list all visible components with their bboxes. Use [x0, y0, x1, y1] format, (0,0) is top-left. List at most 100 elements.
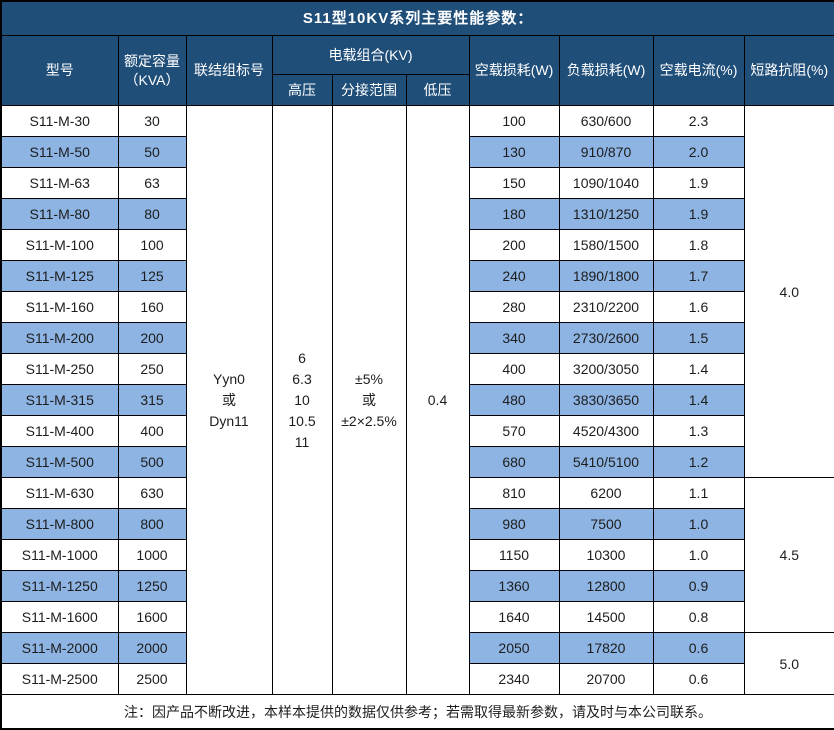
- tap-range-cell: ±5% 或 ±2×2.5%: [331, 105, 407, 695]
- load-loss-cell: 1580/1500: [558, 229, 654, 261]
- no-load-current-cell: 1.1: [652, 477, 745, 509]
- capacity-cell: 200: [117, 322, 187, 354]
- model-cell: S11-M-125: [0, 260, 119, 292]
- no-load-loss-cell: 100: [468, 105, 560, 137]
- table-row: S11-M-63 63 150 1090/1040 1.9: [0, 167, 834, 199]
- no-load-loss-cell: 480: [468, 384, 560, 416]
- title-row: S11型10KV系列主要性能参数：: [0, 0, 834, 36]
- table-row: S11-M-1250 1250 1360 12800 0.9: [0, 570, 834, 602]
- load-loss-cell: 14500: [558, 601, 654, 633]
- load-loss-cell: 4520/4300: [558, 415, 654, 447]
- capacity-cell: 2000: [117, 632, 187, 664]
- header-lv: 低压: [405, 74, 470, 106]
- hv-cell: 6 6.3 10 10.5 11: [271, 105, 333, 695]
- model-cell: S11-M-200: [0, 322, 119, 354]
- capacity-cell: 100: [117, 229, 187, 261]
- no-load-current-cell: 2.3: [652, 105, 745, 137]
- load-loss-cell: 10300: [558, 539, 654, 571]
- model-cell: S11-M-1250: [0, 570, 119, 602]
- capacity-cell: 1600: [117, 601, 187, 633]
- capacity-cell: 1250: [117, 570, 187, 602]
- header-voltage-group: 电载组合(KV): [271, 35, 470, 75]
- header-capacity-line1: 额定容量: [124, 53, 180, 70]
- table-row: S11-M-80 80 180 1310/1250 1.9: [0, 198, 834, 230]
- tap-range-cell-line: 或: [362, 391, 376, 408]
- lv-cell: 0.4: [405, 105, 470, 695]
- page-title: S11型10KV系列主要性能参数：: [0, 0, 834, 36]
- load-loss-cell: 1890/1800: [558, 260, 654, 292]
- model-cell: S11-M-2500: [0, 663, 119, 695]
- hv-cell-line: 10: [294, 391, 310, 408]
- capacity-cell: 500: [117, 446, 187, 478]
- table-row: S11-M-500 500 680 5410/5100 1.2: [0, 446, 834, 478]
- no-load-loss-cell: 1360: [468, 570, 560, 602]
- no-load-loss-cell: 1150: [468, 539, 560, 571]
- table-row: S11-M-2000 2000 2050 17820 0.6 5.0: [0, 632, 834, 695]
- impedance-cell: 4.0: [743, 105, 834, 478]
- header-capacity-line2: （KVA）: [124, 71, 180, 88]
- header-no-load-loss: 空载损耗(W): [468, 35, 560, 106]
- model-cell: S11-M-160: [0, 291, 119, 323]
- model-cell: S11-M-800: [0, 508, 119, 540]
- no-load-current-cell: 0.6: [652, 663, 745, 695]
- model-cell: S11-M-80: [0, 198, 119, 230]
- capacity-cell: 80: [117, 198, 187, 230]
- no-load-loss-cell: 980: [468, 508, 560, 540]
- header-capacity: 额定容量 （KVA）: [117, 35, 187, 106]
- load-loss-cell: 1090/1040: [558, 167, 654, 199]
- capacity-cell: 2500: [117, 663, 187, 695]
- load-loss-cell: 6200: [558, 477, 654, 509]
- capacity-cell: 50: [117, 136, 187, 168]
- capacity-cell: 1000: [117, 539, 187, 571]
- hv-cell-line: 6.3: [292, 370, 312, 387]
- hv-cell-line: 6: [298, 349, 306, 366]
- model-cell: S11-M-1000: [0, 539, 119, 571]
- no-load-loss-cell: 130: [468, 136, 560, 168]
- no-load-current-cell: 1.8: [652, 229, 745, 261]
- load-loss-cell: 3830/3650: [558, 384, 654, 416]
- no-load-current-cell: 0.6: [652, 632, 745, 664]
- capacity-cell: 315: [117, 384, 187, 416]
- capacity-cell: 630: [117, 477, 187, 509]
- table-row: S11-M-800 800 980 7500 1.0: [0, 508, 834, 540]
- load-loss-cell: 7500: [558, 508, 654, 540]
- load-loss-cell: 12800: [558, 570, 654, 602]
- tap-range-cell-line: ±2×2.5%: [341, 412, 397, 429]
- no-load-loss-cell: 2050: [468, 632, 560, 664]
- load-loss-cell: 5410/5100: [558, 446, 654, 478]
- connection-cell-line: 或: [222, 391, 236, 408]
- table-row: S11-M-30 30 Yyn0 或 Dyn11 6 6.3 10 10.5 11 ±5% 或 ±2×2…: [0, 105, 834, 695]
- no-load-loss-cell: 2340: [468, 663, 560, 695]
- model-cell: S11-M-100: [0, 229, 119, 261]
- model-cell: S11-M-63: [0, 167, 119, 199]
- load-loss-cell: 17820: [558, 632, 654, 664]
- model-cell: S11-M-30: [0, 105, 119, 137]
- model-cell: S11-M-400: [0, 415, 119, 447]
- model-cell: S11-M-50: [0, 136, 119, 168]
- table-row: S11-M-400 400 570 4520/4300 1.3: [0, 415, 834, 447]
- no-load-current-cell: 1.3: [652, 415, 745, 447]
- no-load-current-cell: 1.7: [652, 260, 745, 292]
- table-row: S11-M-50 50 130 910/870 2.0: [0, 136, 834, 168]
- no-load-current-cell: 2.0: [652, 136, 745, 168]
- load-loss-cell: 910/870: [558, 136, 654, 168]
- no-load-loss-cell: 280: [468, 291, 560, 323]
- no-load-current-cell: 1.4: [652, 384, 745, 416]
- load-loss-cell: 1310/1250: [558, 198, 654, 230]
- connection-cell-line: Yyn0: [213, 370, 245, 387]
- no-load-loss-cell: 200: [468, 229, 560, 261]
- impedance-cell: 5.0: [743, 632, 834, 695]
- connection-cell: Yyn0 或 Dyn11: [185, 105, 273, 695]
- footnote-row: 注：因产品不断改进，本样本提供的数据仅供参考；若需取得最新参数，请及时与本公司联…: [0, 694, 834, 730]
- header-connection: 联结组标号: [185, 35, 273, 106]
- header-impedance: 短路抗阻(%): [743, 35, 834, 106]
- header-row-main: 型号 额定容量 （KVA） 联结组标号 电载组合(KV) 空载损耗(W) 负载损…: [0, 35, 834, 106]
- connection-cell-line: Dyn11: [209, 412, 249, 429]
- model-cell: S11-M-1600: [0, 601, 119, 633]
- no-load-loss-cell: 180: [468, 198, 560, 230]
- load-loss-cell: 20700: [558, 663, 654, 695]
- no-load-current-cell: 1.5: [652, 322, 745, 354]
- no-load-loss-cell: 810: [468, 477, 560, 509]
- no-load-current-cell: 1.0: [652, 539, 745, 571]
- model-cell: S11-M-315: [0, 384, 119, 416]
